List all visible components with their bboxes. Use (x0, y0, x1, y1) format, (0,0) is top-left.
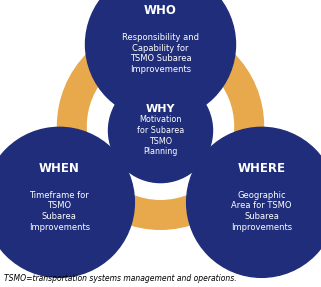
Text: WHO: WHO (144, 4, 177, 17)
Text: Geographic
Area for TSMO
Subarea
Improvements: Geographic Area for TSMO Subarea Improve… (231, 191, 292, 232)
Text: WHY: WHY (146, 104, 175, 114)
Text: Responsibility and
Capability for
TSMO Subarea
Improvements: Responsibility and Capability for TSMO S… (122, 33, 199, 74)
Text: Timeframe for
TSMO
Subarea
Improvements: Timeframe for TSMO Subarea Improvements (29, 191, 90, 232)
Text: Motivation
for Subarea
TSMO
Planning: Motivation for Subarea TSMO Planning (137, 115, 184, 156)
Circle shape (0, 127, 134, 277)
Text: WHERE: WHERE (238, 162, 286, 175)
Circle shape (88, 53, 233, 199)
Circle shape (57, 23, 264, 229)
Circle shape (85, 0, 236, 119)
Text: WHEN: WHEN (39, 162, 80, 175)
Circle shape (108, 79, 213, 183)
Circle shape (187, 127, 321, 277)
Text: TSMO=transportation systems management and operations.: TSMO=transportation systems management a… (4, 274, 237, 283)
